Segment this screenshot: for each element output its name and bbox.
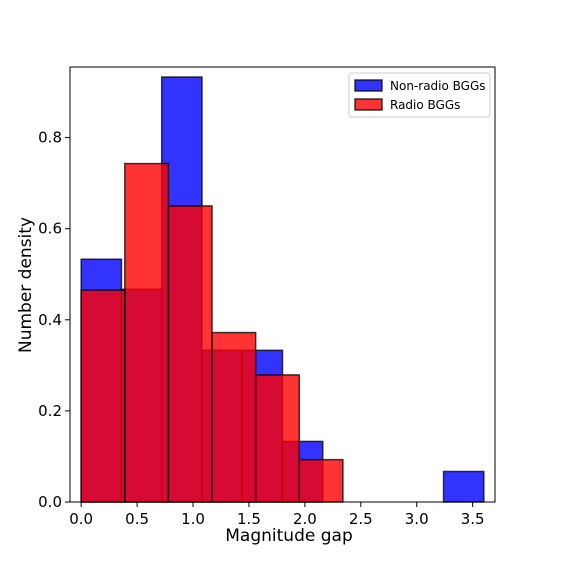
radio-bar-4 (211, 331, 257, 503)
non-radio-bar-10 (442, 470, 485, 503)
legend-label: Non-radio BGGs (390, 79, 486, 93)
radio-bar-6 (298, 458, 344, 503)
x-tick-label: 1.5 (237, 510, 261, 528)
y-tick-label: 0.0 (38, 493, 62, 511)
x-tick-label: 1.0 (181, 510, 205, 528)
x-tick-label: 3.0 (405, 510, 429, 528)
legend-swatch (354, 98, 383, 111)
axes-frame (69, 66, 496, 503)
x-axis-label: Magnitude gap (225, 526, 352, 546)
x-tick-label: 2.0 (293, 510, 317, 528)
y-tick-label: 0.2 (38, 402, 62, 420)
y-axis-label: Number density (16, 217, 36, 353)
legend-label: Radio BGGs (390, 98, 460, 112)
x-tick-label: 0.5 (125, 510, 149, 528)
radio-bar-3 (167, 205, 213, 503)
radio-bar-1 (80, 289, 126, 503)
legend-swatch (354, 79, 383, 92)
x-tick-label: 2.5 (349, 510, 373, 528)
radio-bar-5 (254, 374, 301, 503)
y-tick-label: 0.8 (38, 129, 62, 147)
x-axis-ticks: 0.0 0.5 1.0 1.5 2.0 2.5 3.0 3.5 (69, 502, 485, 528)
legend-box (348, 72, 491, 118)
y-axis-ticks: 0.0 0.2 0.4 0.6 0.8 (38, 129, 70, 511)
y-tick-label: 0.4 (38, 311, 62, 329)
y-tick-label: 0.6 (38, 220, 62, 238)
x-tick-label: 3.5 (461, 510, 485, 528)
radio-bar-2 (124, 162, 170, 503)
x-tick-label: 0.0 (69, 510, 93, 528)
legend: Non-radio BGGs Radio BGGs (348, 72, 491, 118)
radio-bars (80, 162, 344, 503)
